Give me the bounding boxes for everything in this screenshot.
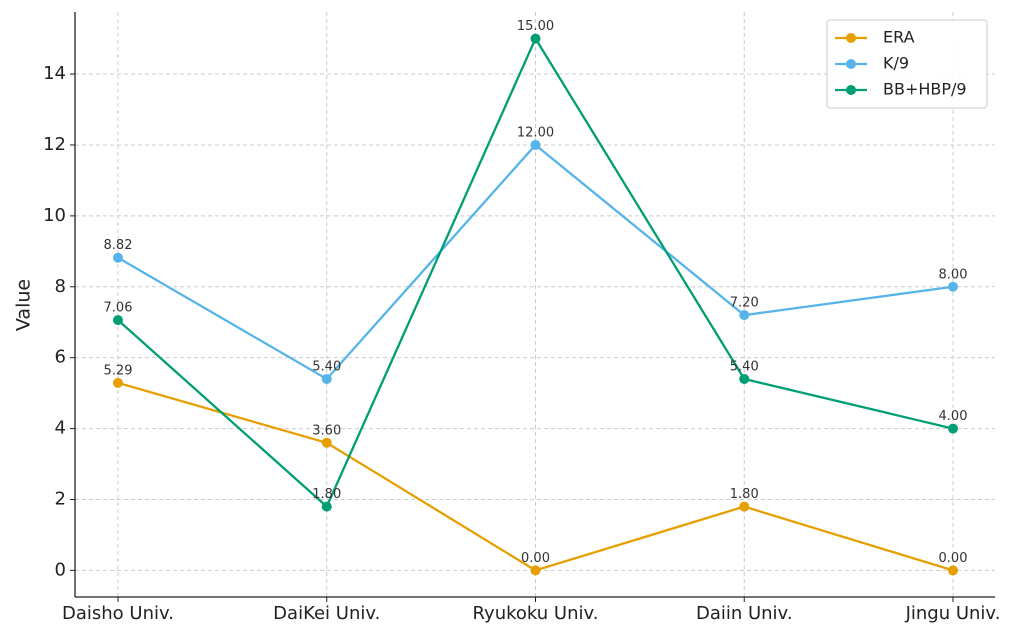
point bbox=[739, 310, 750, 321]
y-axis-label: Value bbox=[13, 279, 35, 331]
point bbox=[530, 139, 541, 150]
point bbox=[113, 252, 123, 263]
value-label: 8.82 bbox=[104, 238, 133, 253]
x-tick-label: DaiKei Univ. bbox=[273, 603, 380, 624]
legend: ERA K/9 BB+HBP/9 bbox=[826, 19, 988, 109]
point bbox=[530, 565, 541, 576]
legend-marker bbox=[846, 33, 856, 43]
legend-box bbox=[826, 19, 988, 109]
value-label: 15.00 bbox=[517, 19, 554, 34]
y-tick-label: 2 bbox=[55, 489, 66, 510]
x-tick-label: Jingu Univ. bbox=[905, 603, 1001, 624]
y-tick-label: 4 bbox=[55, 418, 66, 439]
y-tick-label: 14 bbox=[43, 63, 66, 84]
legend-label: K/9 bbox=[883, 54, 909, 73]
x-tick-label: Daisho Univ. bbox=[62, 603, 174, 624]
x-tick-label: Daiin Univ. bbox=[696, 603, 793, 624]
legend-marker bbox=[846, 85, 856, 95]
y-tick-label: 12 bbox=[43, 134, 66, 155]
point bbox=[321, 437, 332, 448]
point bbox=[948, 565, 958, 576]
value-label: 12.00 bbox=[517, 125, 554, 140]
point bbox=[113, 315, 123, 326]
legend-label: BB+HBP/9 bbox=[883, 80, 967, 99]
point bbox=[948, 423, 958, 434]
value-label: 4.00 bbox=[939, 409, 968, 424]
y-tick-label: 8 bbox=[55, 276, 66, 297]
value-label: 5.40 bbox=[730, 359, 759, 374]
value-label: 1.80 bbox=[312, 487, 341, 502]
y-tick-label: 0 bbox=[55, 559, 66, 580]
value-label: 5.40 bbox=[312, 359, 341, 374]
point bbox=[113, 377, 123, 388]
value-label: 8.00 bbox=[939, 267, 968, 282]
value-label: 1.80 bbox=[730, 487, 759, 502]
point bbox=[948, 281, 958, 292]
point bbox=[530, 33, 541, 44]
legend-marker bbox=[846, 59, 856, 69]
point bbox=[739, 501, 750, 512]
value-label: 7.20 bbox=[730, 296, 759, 311]
point bbox=[739, 373, 750, 384]
value-label: 0.00 bbox=[939, 551, 968, 566]
value-label: 5.29 bbox=[104, 363, 133, 378]
x-tick-label: Ryukoku Univ. bbox=[473, 603, 599, 624]
y-tick-label: 6 bbox=[55, 347, 66, 368]
point bbox=[321, 501, 332, 512]
point bbox=[321, 373, 332, 384]
value-label: 0.00 bbox=[521, 551, 550, 566]
value-label: 7.06 bbox=[104, 301, 133, 316]
y-tick-label: 10 bbox=[43, 205, 66, 226]
legend-label: ERA bbox=[883, 28, 915, 47]
value-label: 3.60 bbox=[312, 423, 341, 438]
